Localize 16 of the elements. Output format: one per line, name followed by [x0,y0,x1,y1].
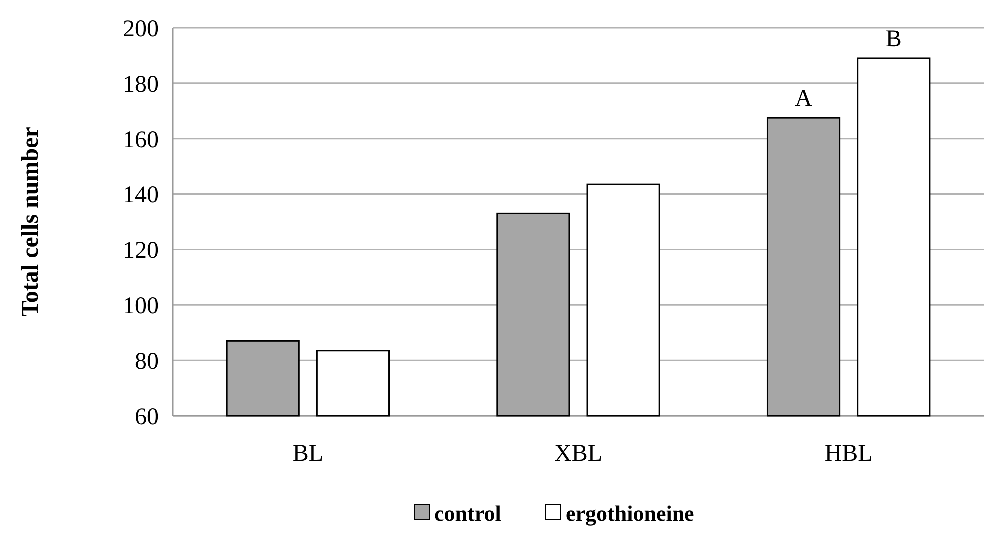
y-tick-label: 80 [135,348,159,375]
y-tick-label: 160 [123,127,159,154]
y-tick-label: 140 [123,182,159,209]
annotation: A [795,86,814,112]
y-tick-label: 120 [123,238,159,264]
legend-label: control [434,501,502,526]
x-tick-label: BL [292,441,324,467]
y-tick-label: 60 [135,404,159,430]
x-tick-label: HBL [824,441,873,467]
y-tick-label: 180 [123,72,159,98]
annotation: B [886,26,902,52]
y-tick-label: 200 [123,16,159,42]
x-tick-label: XBL [554,441,602,467]
legend-label: ergothioneine [566,501,695,526]
y-tick-label: 100 [123,294,159,320]
y-axis-title: Total cells number [18,126,44,317]
